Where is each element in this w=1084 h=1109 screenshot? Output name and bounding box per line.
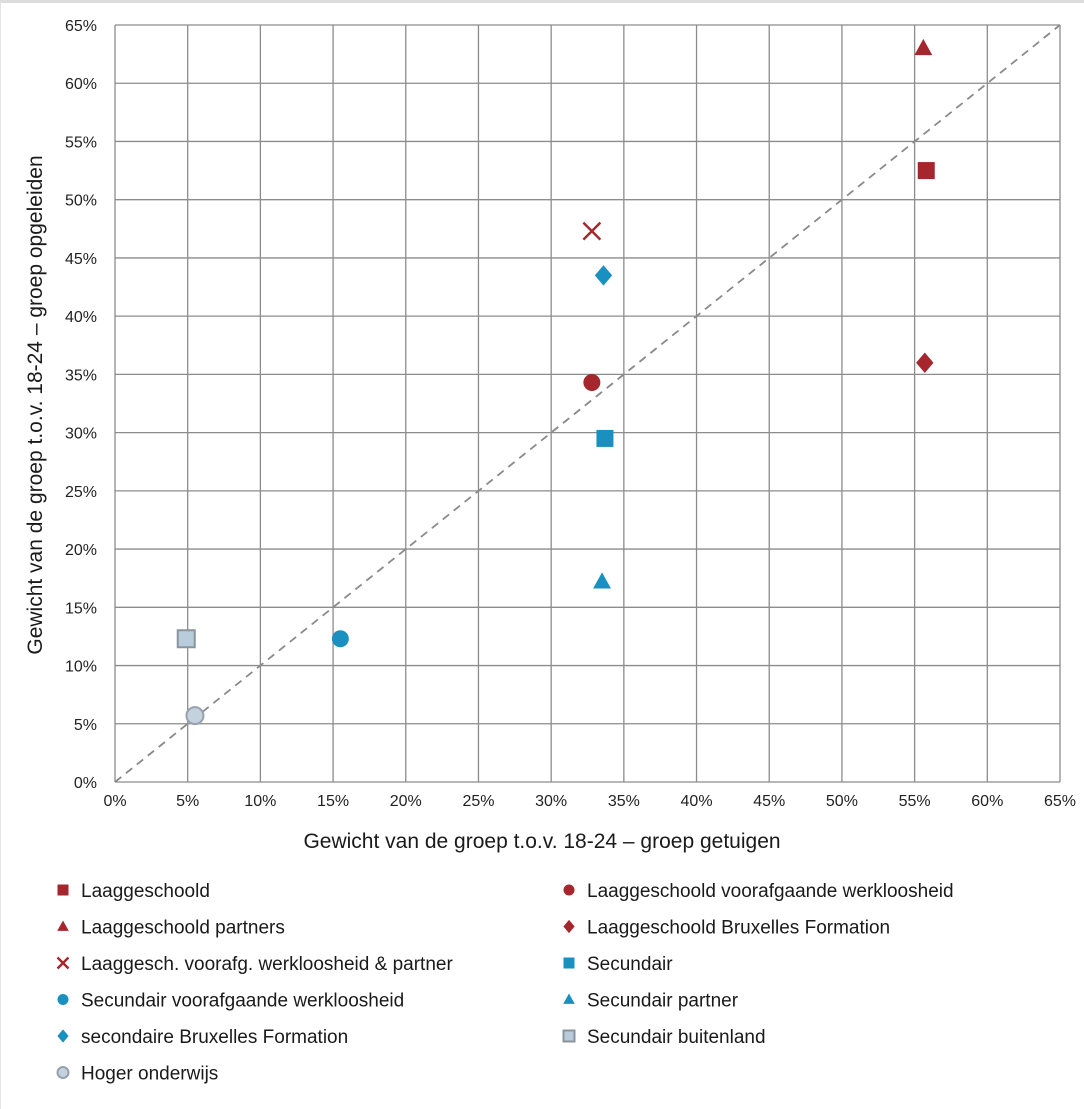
grid-lines [114, 24, 1061, 783]
y-tick-label: 0% [74, 775, 97, 792]
y-tick-label: 45% [65, 251, 97, 268]
y-tick-label: 65% [65, 18, 97, 35]
x-tick-label: 15% [317, 793, 349, 810]
legend-label: Secundair partner [587, 991, 739, 1012]
data-point [176, 629, 196, 649]
y-tick-label: 10% [65, 659, 97, 676]
x-tick-label: 25% [462, 793, 494, 810]
y-tick-label: 55% [65, 134, 97, 151]
legend-marker [57, 920, 69, 931]
data-point [596, 429, 614, 447]
x-tick-label: 55% [899, 793, 931, 810]
data-point [331, 630, 349, 648]
y-tick-label: 5% [74, 717, 97, 734]
y-tick-label: 25% [65, 484, 97, 501]
legend-marker [56, 956, 70, 970]
legend-label: Secundair buitenland [587, 1027, 766, 1048]
legend-label: secondaire Bruxelles Formation [81, 1027, 348, 1048]
legend: Laaggeschoold Laaggeschoold voorafgaande … [56, 881, 954, 1085]
x-tick-label: 30% [535, 793, 567, 810]
tick-labels: 0% 5% 10% 15% 20% 25% 30% 35% 40% 45% 50% 55% 60% 65%… [65, 18, 1076, 810]
y-tick-label: 40% [65, 309, 97, 326]
legend-marker [57, 884, 69, 896]
legend-marker [57, 1029, 69, 1043]
y-axis-title: Gewicht van de groep t.o.v. 18-24 – groe… [24, 155, 47, 654]
x-tick-label: 40% [681, 793, 713, 810]
x-tick-label: 60% [971, 793, 1003, 810]
y-tick-label: 30% [65, 426, 97, 443]
y-tick-label: 60% [65, 76, 97, 93]
y-tick-label: 50% [65, 193, 97, 210]
legend-marker [563, 919, 575, 934]
x-axis-title: Gewicht van de groep t.o.v. 18-24 – groe… [303, 830, 780, 853]
legend-label: Laaggeschoold partners [81, 918, 285, 939]
legend-marker [562, 1029, 576, 1043]
legend-label: Secundair voorafgaande werkloosheid [81, 991, 404, 1012]
legend-marker [57, 994, 69, 1005]
data-point [583, 374, 601, 392]
reference-line-layer [114, 24, 1061, 783]
legend-marker [56, 1066, 70, 1079]
data-point [916, 352, 934, 373]
x-tick-label: 45% [753, 793, 785, 810]
data-point [582, 221, 602, 241]
data-point [917, 162, 935, 180]
data-point [185, 706, 205, 726]
x-tick-label: 50% [826, 793, 858, 810]
x-tick-label: 65% [1044, 793, 1076, 810]
legend-label: Laaggeschoold voorafgaande werkloosheid [587, 881, 954, 902]
legend-marker [563, 884, 575, 896]
legend-label: Secundair [587, 954, 673, 975]
data-point [914, 38, 933, 56]
data-point [593, 572, 611, 589]
x-tick-label: 35% [608, 793, 640, 810]
legend-label: Hoger onderwijs [81, 1064, 218, 1085]
x-tick-label: 5% [176, 793, 199, 810]
data-points [176, 38, 935, 726]
x-tick-label: 0% [103, 793, 126, 810]
y-tick-label: 15% [65, 600, 97, 617]
x-tick-label: 20% [390, 793, 422, 810]
legend-label: Laaggesch. voorafg. werkloosheid & partn… [81, 954, 453, 975]
diagonal-reference-line [114, 24, 1061, 783]
legend-label: Laaggeschoold [81, 881, 210, 902]
y-tick-label: 20% [65, 542, 97, 559]
legend-label: Laaggeschoold Bruxelles Formation [587, 918, 890, 939]
data-point [594, 265, 613, 286]
legend-marker [563, 957, 575, 969]
y-tick-label: 35% [65, 367, 97, 384]
x-tick-label: 10% [244, 793, 276, 810]
legend-marker [563, 993, 575, 1004]
